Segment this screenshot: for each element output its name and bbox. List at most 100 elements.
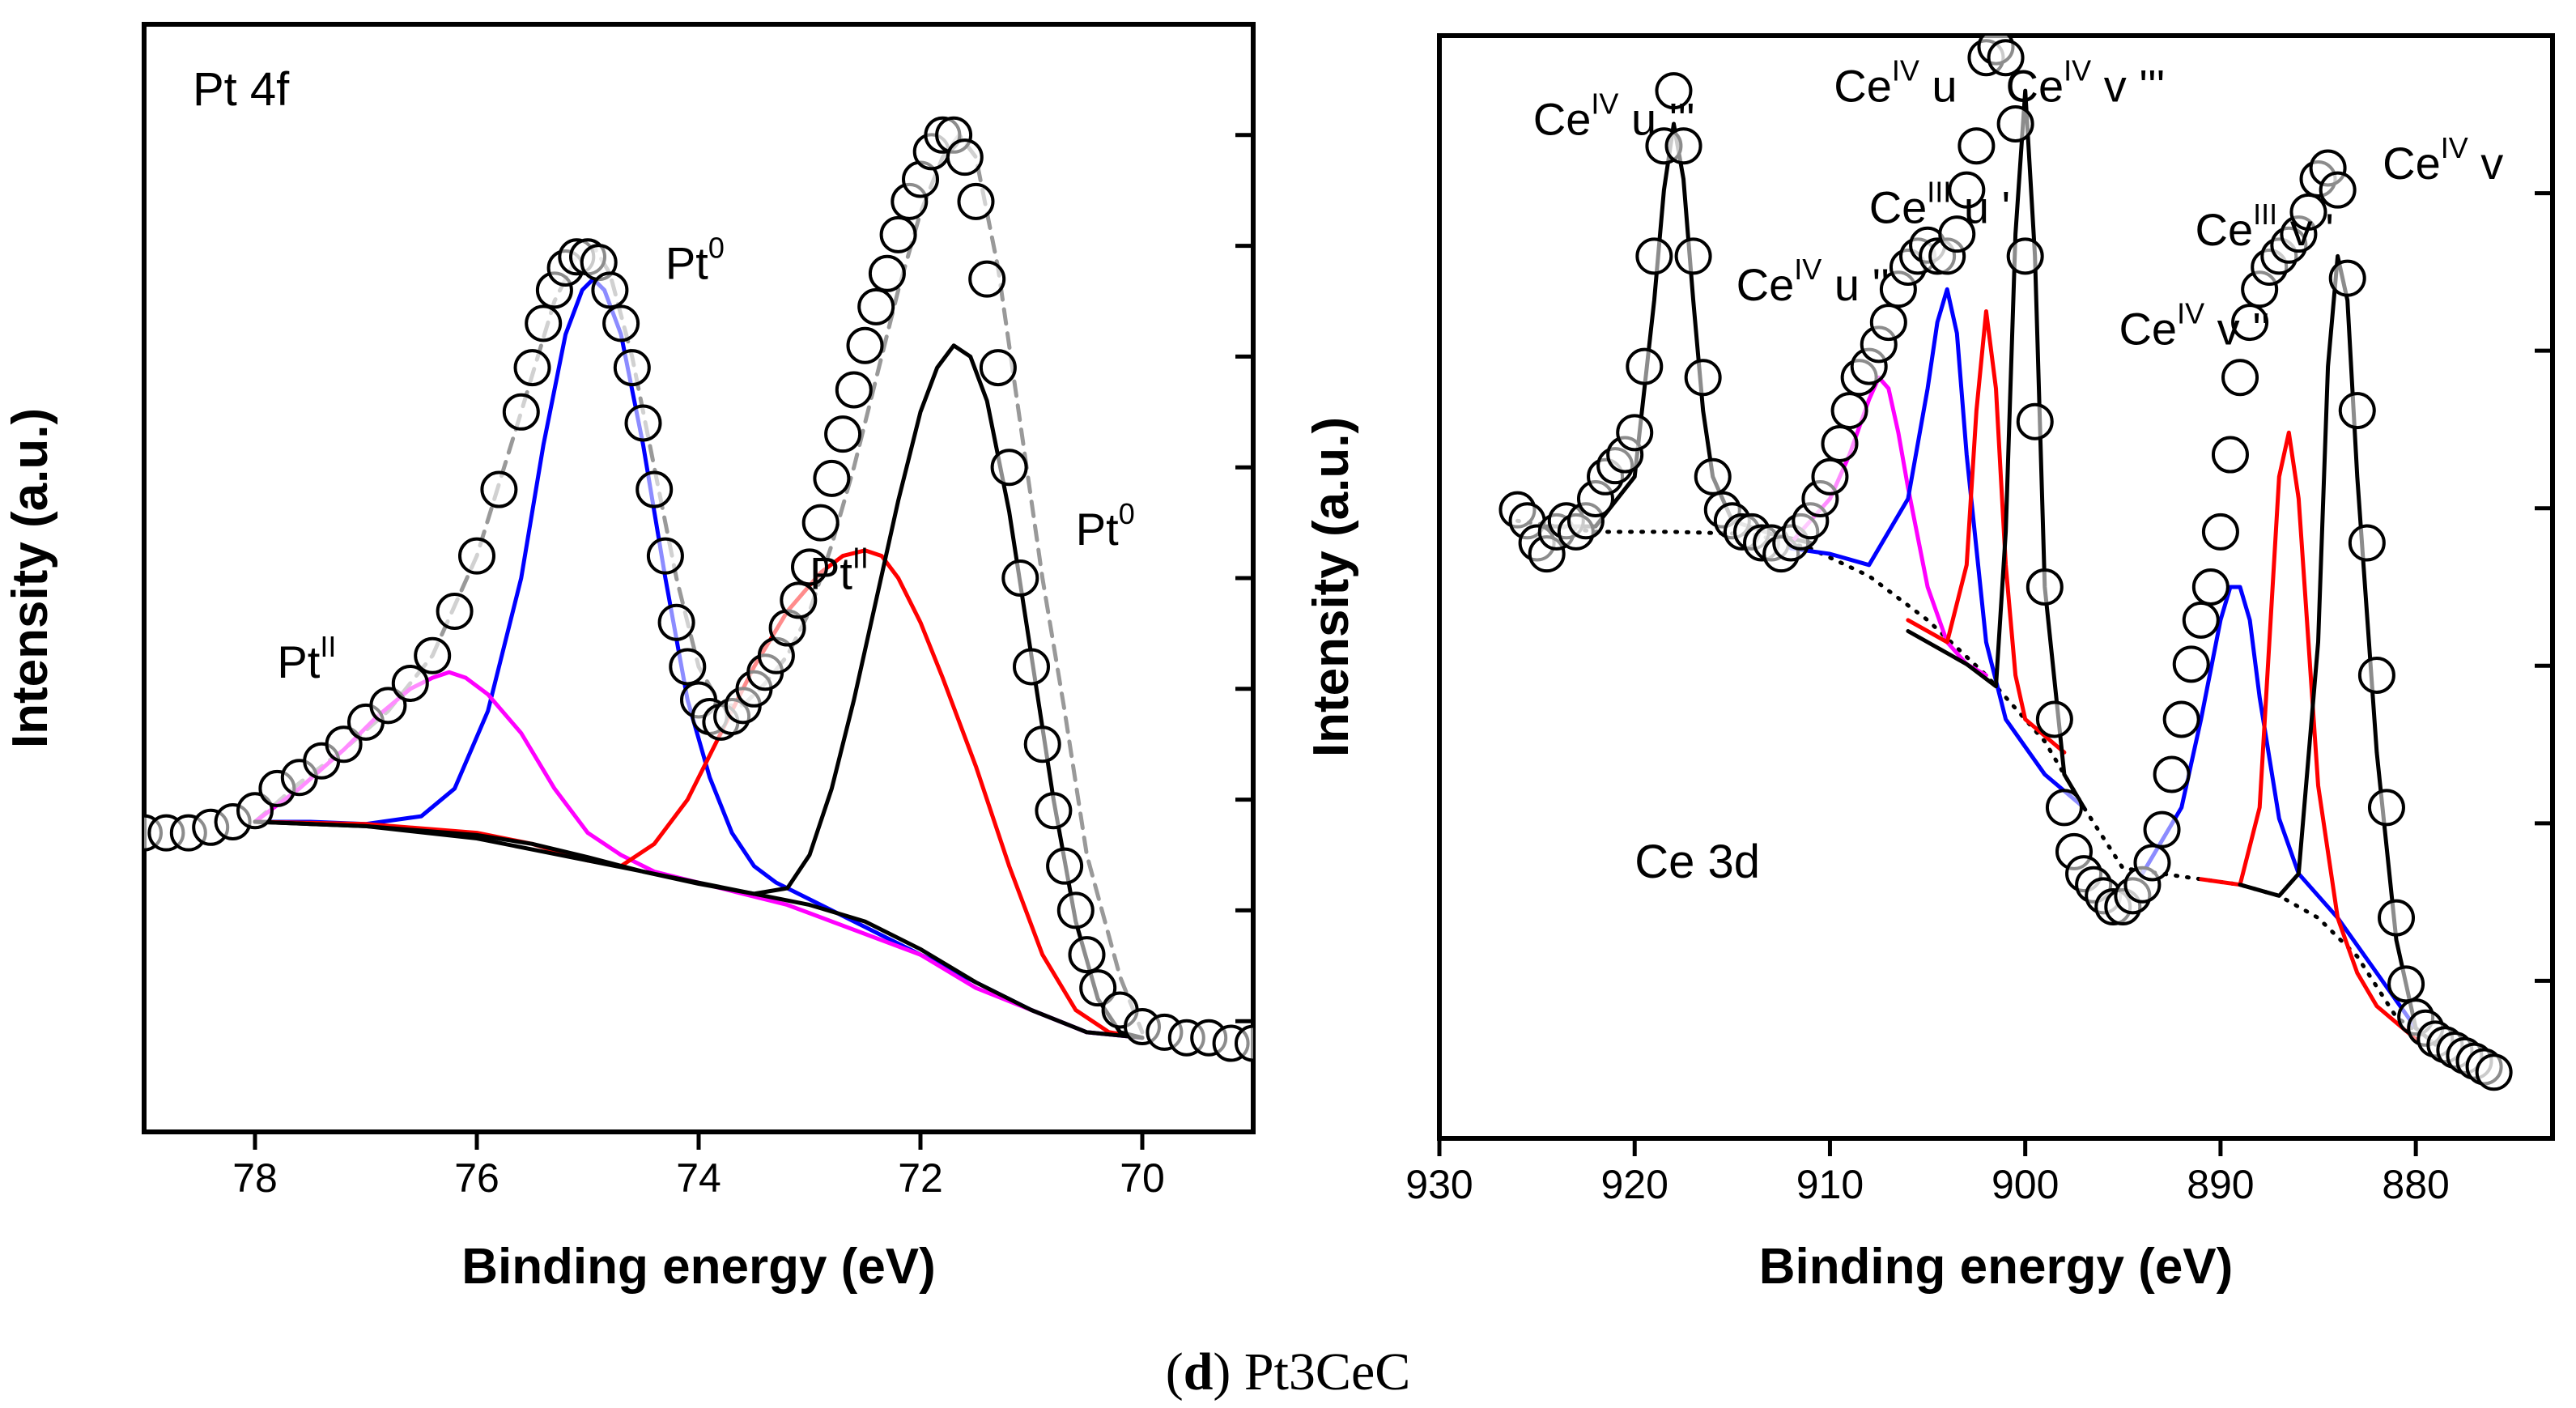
data-point: [2289, 193, 2327, 231]
panel-label: Pt 4f: [193, 63, 290, 116]
data-point: [513, 349, 551, 387]
data-point: [1655, 72, 1693, 110]
pt4f-panel: 78 76 74 72 70 Binding energy (eV) Intensity (…: [2, 22, 1256, 1295]
data-point: [2133, 844, 2171, 882]
data-point: [2045, 789, 2083, 827]
data-point: [602, 304, 640, 342]
peak-label-base: Pt: [810, 548, 852, 599]
data-point: [1996, 104, 2034, 143]
data-point: [2231, 304, 2269, 342]
data-point: [525, 304, 563, 342]
data-point: [2328, 259, 2366, 297]
data-point: [2026, 568, 2064, 606]
peak-label-sup: IV: [1591, 87, 1618, 121]
peak-label-sup: III: [1927, 176, 1951, 209]
peak-label-base: Pt: [665, 238, 708, 289]
data-point: [2319, 171, 2357, 209]
data-point: [979, 349, 1017, 387]
data-point: [2006, 237, 2044, 275]
data-point: [2143, 810, 2181, 849]
data-point: [1056, 891, 1095, 929]
figure-caption: (d) Pt3CeC: [1166, 1342, 1411, 1402]
peak-label-rest: v '': [2204, 303, 2270, 354]
data-point: [1948, 171, 1986, 209]
data-point: [879, 215, 917, 253]
data-point: [669, 648, 707, 686]
data-point: [458, 537, 495, 575]
data-point: [2475, 1053, 2513, 1091]
caption-open: (: [1166, 1342, 1184, 1402]
data-point: [1938, 215, 1976, 253]
x-tick-label: 920: [1601, 1162, 1668, 1207]
peak-label: PtII: [810, 542, 869, 599]
data-point: [1079, 969, 1117, 1007]
data-point: [635, 470, 674, 508]
data-point: [2378, 899, 2416, 937]
data-point: [1001, 559, 1039, 597]
peak-label-base: Ce: [1736, 259, 1795, 310]
y-axis-title: Intensity (a.u.): [1303, 417, 1359, 757]
plot-area: [144, 116, 1253, 1062]
x-tick-label: 930: [1405, 1162, 1473, 1207]
plot-area: [1498, 36, 2513, 1091]
data-point: [1811, 457, 1849, 496]
data-point: [2153, 755, 2191, 793]
series-line-5: [1906, 88, 2086, 810]
peak-label: Pt0: [665, 232, 725, 289]
peak-label-base: Ce: [2383, 138, 2441, 189]
data-point: [1235, 1024, 1253, 1062]
peak-label-sup: IV: [2441, 131, 2468, 164]
data-point: [2348, 524, 2386, 562]
data-point: [480, 470, 518, 508]
data-point: [1068, 936, 1106, 974]
peak-label-rest: u: [1919, 61, 1958, 112]
data-point: [846, 326, 884, 364]
x-tick-label: 910: [1796, 1162, 1864, 1207]
data-point: [1987, 39, 2025, 77]
data-point: [613, 349, 651, 387]
caption-text: Pt3CeC: [1231, 1342, 1410, 1402]
data-point: [791, 548, 828, 586]
series-line-0: [1515, 518, 2438, 1047]
data-point: [1635, 237, 1673, 275]
data-point: [946, 138, 984, 177]
data-point: [391, 664, 429, 702]
data-point: [591, 271, 629, 309]
peak-label-base: Ce: [2196, 204, 2254, 255]
peak-label-rest: v ': [2277, 204, 2334, 255]
peak-label-rest: v: [2468, 138, 2504, 189]
data-point: [2172, 645, 2210, 683]
peak-label: CeIV v: [2383, 131, 2503, 189]
peak-label: CeIII u ': [1869, 176, 2011, 233]
peak-label: CeIV v '': [2119, 296, 2269, 354]
x-tick-label: 76: [454, 1155, 499, 1201]
data-point: [990, 449, 1028, 487]
series-line-7: [2199, 430, 2418, 1041]
peak-label-base: Pt: [277, 636, 320, 687]
data-point: [1626, 347, 1664, 385]
x-tick-label: 74: [676, 1155, 721, 1201]
data-point: [624, 404, 662, 442]
data-point: [1616, 414, 1654, 452]
data-point: [2367, 789, 2405, 827]
peak-label-base: Ce: [1869, 182, 1928, 233]
x-tick-label: 880: [2382, 1162, 2449, 1207]
data-point: [325, 725, 363, 764]
data-point: [2035, 700, 2073, 738]
x-tick-label: 72: [898, 1155, 943, 1201]
data-point: [957, 182, 995, 220]
data-point: [824, 415, 862, 453]
data-point: [502, 393, 540, 431]
data-point: [813, 459, 851, 497]
data-point: [1013, 648, 1050, 686]
peak-label-sup: II: [320, 630, 336, 663]
data-point: [868, 254, 906, 292]
peak-label-sup: IV: [1892, 54, 1919, 87]
data-point: [646, 537, 684, 575]
series-line-3: [1788, 287, 2086, 810]
data-point: [2201, 513, 2239, 551]
data-point: [968, 260, 1006, 298]
panel-label: Ce 3d: [1634, 836, 1760, 888]
data-point: [2211, 436, 2249, 474]
